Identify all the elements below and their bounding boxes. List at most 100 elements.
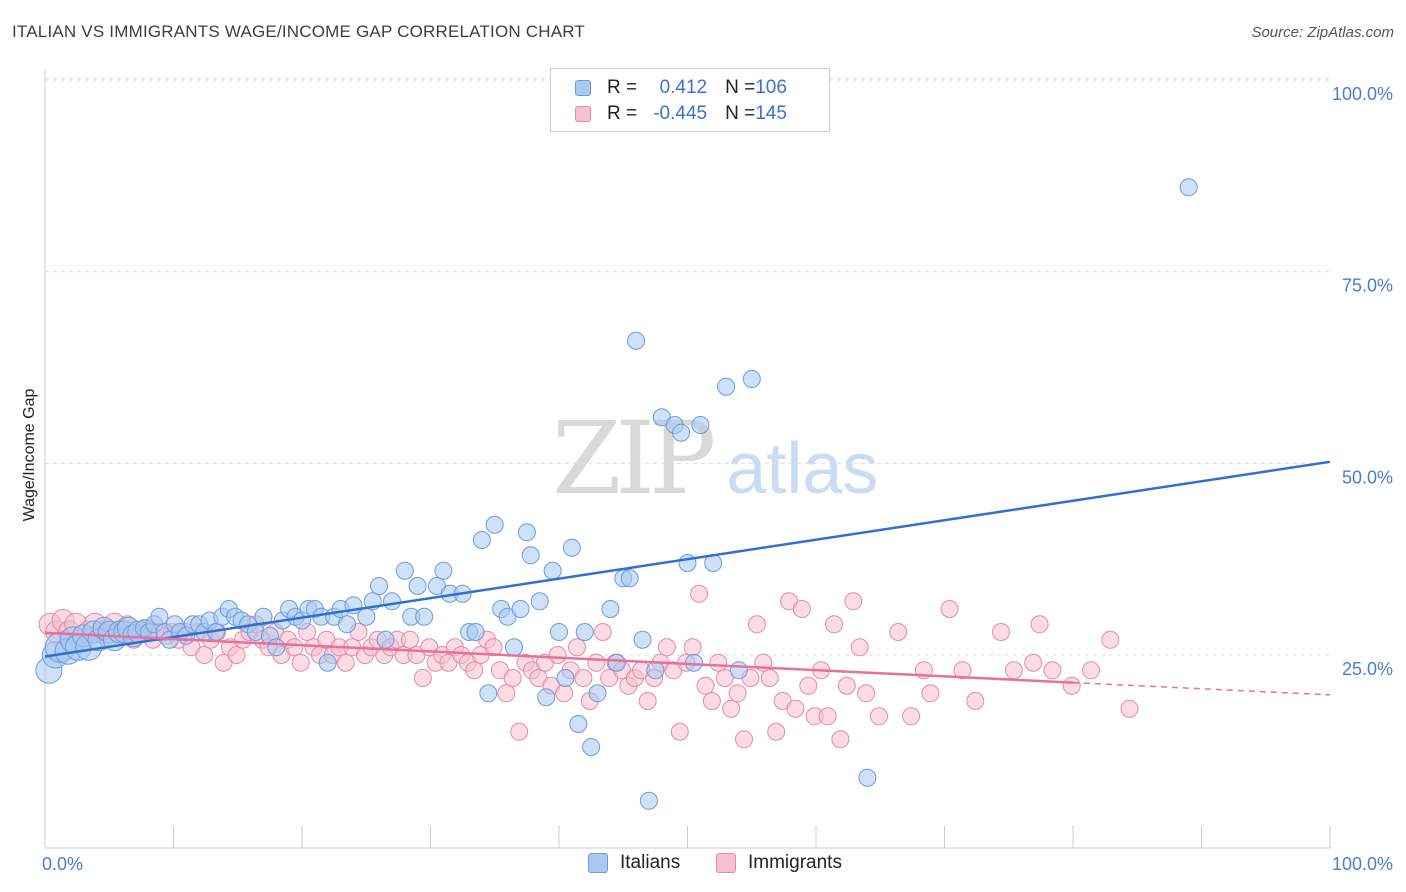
italians-point — [742, 370, 761, 388]
immigrants-point — [1101, 630, 1120, 649]
italians-point — [717, 377, 736, 396]
legend-row-immigrants: R = -0.445 N = 145 — [575, 102, 787, 126]
immigrants-point — [786, 699, 805, 718]
immigrants-point — [715, 669, 734, 687]
italians-point — [858, 768, 877, 787]
immigrants-point — [1082, 661, 1100, 680]
immigrants-point — [940, 600, 959, 618]
immigrants-point — [735, 730, 753, 749]
italians-point — [395, 561, 414, 580]
italians-point — [318, 653, 337, 672]
legend-label-immigrants: Immigrants — [748, 852, 842, 873]
immigrants-point — [902, 707, 921, 726]
italians-point — [646, 661, 665, 680]
legend-n-value: 145 — [755, 103, 787, 124]
immigrants-point — [285, 638, 304, 657]
italians-point — [472, 531, 491, 549]
immigrants-point — [844, 592, 863, 611]
legend-n-value: 106 — [755, 77, 787, 98]
italians-point — [376, 630, 395, 649]
italians-point — [588, 684, 607, 703]
immigrants-point — [799, 676, 818, 695]
legend-r-value: -0.445 — [653, 103, 708, 124]
italians-point — [607, 653, 626, 672]
immigrants-point — [1120, 699, 1139, 718]
tick-labels: 25.0% 50.0% 75.0% 100.0% 0.0% 100.0% — [42, 84, 1393, 874]
immigrants-point — [709, 653, 728, 672]
immigrants-point — [574, 669, 593, 687]
x-tick-label: 100.0% — [1332, 854, 1393, 874]
immigrants-swatch — [575, 106, 591, 122]
immigrants-point — [747, 615, 766, 634]
immigrants-trend-line — [44, 631, 1074, 684]
italians-point — [530, 592, 549, 611]
italians-point — [505, 638, 523, 657]
immigrants-point — [503, 669, 522, 687]
immigrants-point — [921, 684, 940, 703]
legend-item-italians[interactable]: Italians — [588, 852, 680, 874]
italians-point — [415, 607, 434, 626]
y-tick-label: 25.0% — [1342, 659, 1393, 679]
series-legend: Italians Immigrants — [0, 852, 1406, 876]
italians-point — [479, 684, 498, 703]
immigrants-legend-swatch — [716, 853, 736, 873]
axis-layer — [44, 70, 1331, 849]
immigrants-point — [413, 669, 432, 687]
immigrants-point — [953, 661, 972, 680]
italians-trend-line — [44, 460, 1331, 658]
immigrants-point — [837, 676, 856, 695]
immigrants-point — [510, 722, 529, 741]
italians-swatch — [575, 80, 591, 96]
italians-point — [1179, 178, 1198, 197]
italians-point — [537, 688, 556, 707]
italians-point — [672, 423, 691, 442]
immigrants-point — [657, 638, 676, 657]
immigrants-point — [400, 630, 419, 649]
italians-point — [691, 416, 710, 434]
immigrants-point — [1062, 676, 1081, 695]
immigrants-point — [992, 623, 1010, 641]
immigrants-point — [696, 676, 715, 695]
trend-lines — [44, 460, 1331, 696]
immigrants-point — [857, 684, 876, 703]
italians-point — [338, 615, 356, 634]
immigrants-point — [760, 669, 779, 687]
italians-point — [556, 669, 575, 687]
italians-legend-swatch — [588, 853, 608, 873]
italians-point — [639, 791, 658, 810]
legend-n-label: N = — [725, 103, 756, 124]
italians-point — [408, 577, 427, 595]
legend-r-label: R = — [607, 77, 638, 98]
immigrants-point — [593, 623, 612, 641]
immigrants-point — [966, 692, 985, 710]
immigrants-point — [831, 730, 850, 749]
x-tick-label: 0.0% — [42, 854, 83, 874]
immigrants-point — [792, 600, 811, 618]
immigrants-point — [825, 615, 843, 634]
immigrants-point — [227, 646, 246, 664]
italians-point — [150, 607, 169, 626]
immigrants-point — [465, 661, 484, 680]
y-tick-label: 75.0% — [1342, 276, 1393, 296]
immigrants-point — [587, 653, 606, 672]
immigrants-point — [195, 646, 214, 664]
legend-r-label: R = — [607, 103, 638, 124]
immigrants-point — [870, 707, 888, 726]
immigrants-point — [728, 684, 747, 703]
immigrants-points — [38, 584, 1139, 749]
legend-item-immigrants[interactable]: Immigrants — [716, 852, 842, 874]
legend-n-label: N = — [725, 77, 756, 98]
italians-point — [569, 715, 588, 733]
italians-points — [35, 178, 1198, 810]
immigrants-point — [555, 684, 574, 703]
italians-point — [575, 623, 594, 641]
immigrants-point — [850, 638, 869, 657]
italians-point — [466, 623, 485, 641]
italians-point — [383, 592, 401, 611]
italians-point — [729, 661, 748, 680]
immigrants-point — [1004, 661, 1023, 680]
immigrants-point — [497, 684, 516, 703]
italians-point — [521, 546, 540, 565]
immigrants-point — [1024, 653, 1043, 672]
